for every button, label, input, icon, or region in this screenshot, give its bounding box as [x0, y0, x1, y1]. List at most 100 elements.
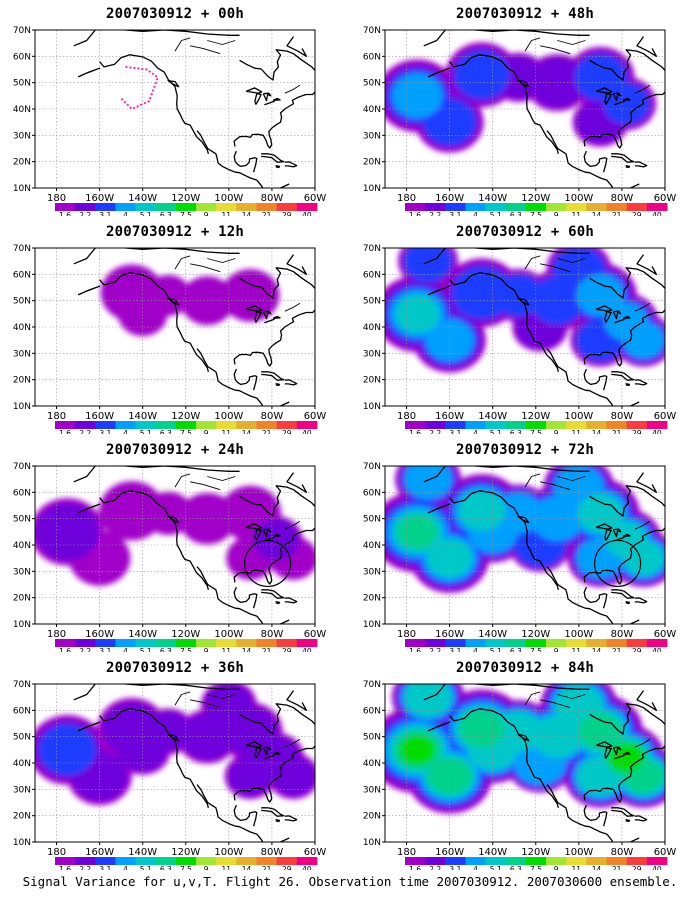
coastline: [261, 371, 285, 381]
colorbar-label: 3.1: [449, 429, 461, 434]
variance-field: [35, 684, 315, 806]
coastline: [427, 721, 451, 732]
colorbar-label: 3.1: [99, 865, 111, 870]
colorbar-label: 14: [592, 211, 602, 216]
coastline: [233, 527, 315, 585]
colorbar-label: 14: [242, 865, 252, 870]
coastline: [583, 309, 665, 367]
coastline: [546, 130, 640, 188]
coastline: [261, 589, 285, 599]
coastline: [286, 472, 308, 493]
colorbar-swatch: [586, 857, 607, 865]
colorbar-swatch: [606, 421, 628, 429]
colorbar-label: 2.2: [79, 211, 91, 216]
coastline: [634, 379, 648, 386]
lon-label: 80W: [611, 847, 634, 858]
coastline: [636, 36, 658, 57]
colorbar-swatch: [296, 857, 318, 865]
variance-contour: [392, 73, 443, 119]
lat-label: 60N: [13, 52, 31, 62]
lon-label: 140W: [478, 411, 507, 422]
colorbar-label: 4: [473, 211, 478, 216]
lat-label: 10N: [13, 184, 31, 194]
coastline: [153, 248, 156, 249]
coastline: [264, 754, 275, 760]
coastline: [262, 92, 272, 102]
lon-label: 160W: [435, 411, 464, 422]
lon-label: 100W: [214, 411, 243, 422]
coastline-detail: [174, 691, 191, 706]
colorbar-label: 40: [302, 211, 312, 216]
variance-contour: [404, 684, 452, 718]
colorbar-label: 14: [592, 865, 602, 870]
coastline: [503, 466, 506, 467]
lat-label: 60N: [363, 488, 381, 498]
lon-label: 160W: [85, 411, 114, 422]
lon-label: 160W: [435, 629, 464, 640]
coastline: [423, 30, 590, 47]
coastline: [99, 490, 210, 590]
lat-label: 50N: [13, 515, 31, 525]
lon-label: 60W: [304, 193, 327, 204]
colorbar-label: 40: [652, 211, 662, 216]
coastline: [427, 285, 451, 296]
colorbar-swatch: [55, 639, 76, 647]
colorbar-swatch: [115, 639, 137, 647]
lon-label: 160W: [85, 193, 114, 204]
colorbar-label: 1.6: [59, 647, 71, 652]
coastline: [625, 164, 631, 169]
colorbar-label: 1.6: [409, 211, 421, 216]
coastline: [275, 600, 281, 605]
coastline-detail: [524, 473, 541, 488]
colorbar-swatch: [256, 203, 278, 211]
map-svg: 70N 60N 50N 40N 30N 20N 10N 180 160W 140W 120W 100W…: [13, 680, 327, 870]
coastline: [167, 79, 180, 88]
colorbar-label: 5.1: [490, 647, 502, 652]
lat-label: 60N: [363, 52, 381, 62]
lon-label: 120W: [521, 629, 550, 640]
colorbar-label: 9: [554, 865, 559, 870]
lat-label: 70N: [363, 26, 381, 36]
lon-label: 140W: [128, 193, 157, 204]
colorbar-swatch: [236, 421, 257, 429]
colorbar-swatch: [465, 639, 487, 647]
lon-label: 120W: [521, 411, 550, 422]
map-panel: 2007030912 + 00h 70N 60N 50N 40N 30N 20N 10N 18…: [0, 0, 350, 216]
colorbar-label: 4: [473, 429, 478, 434]
map-svg: 70N 60N 50N 40N 30N 20N 10N 180 160W 140W 120W 100W…: [13, 26, 327, 216]
coastline: [233, 368, 258, 391]
colorbar-label: 9: [204, 865, 209, 870]
colorbar-label: 14: [592, 647, 602, 652]
coastline: [239, 703, 315, 735]
colorbar-label: 9: [554, 429, 559, 434]
colorbar-label: 11: [222, 865, 232, 870]
coastline: [275, 382, 281, 387]
lon-label: 120W: [171, 847, 200, 858]
colorbar-label: 11: [572, 211, 582, 216]
lon-label: 100W: [214, 193, 243, 204]
coastline: [611, 589, 635, 599]
lon-label: 140W: [478, 193, 507, 204]
colorbar-label: 11: [222, 647, 232, 652]
coastline: [77, 67, 101, 78]
coastline: [449, 54, 560, 154]
lon-label: 180: [47, 847, 66, 858]
coastline-detail: [524, 691, 541, 706]
colorbar-label: 5.1: [140, 865, 152, 870]
variance-contour: [458, 490, 506, 532]
coastline: [612, 310, 622, 320]
colorbar-label: 7.5: [530, 429, 542, 434]
coastline: [275, 818, 281, 823]
coastline-detail: [524, 37, 541, 52]
lat-label: 40N: [363, 541, 381, 551]
panel-title: 2007030912 + 36h: [105, 660, 245, 676]
coastline: [583, 368, 608, 391]
coastline: [636, 690, 658, 711]
coastline: [167, 297, 180, 306]
colorbar-swatch: [606, 857, 628, 865]
coastline-detail: [190, 45, 221, 55]
colorbar-swatch: [465, 421, 487, 429]
colorbar-label: 7.5: [180, 647, 192, 652]
colorbar-label: 5.1: [140, 647, 152, 652]
coastline: [517, 733, 530, 742]
